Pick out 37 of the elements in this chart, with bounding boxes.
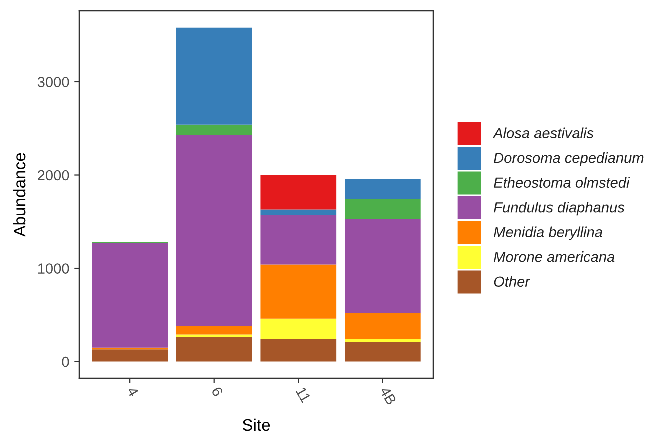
bar: [176, 28, 252, 125]
bar: [260, 264, 337, 319]
x-axis-title: Site: [242, 418, 270, 432]
y-tick-label: 1000: [38, 264, 70, 274]
legend-label: Menidia beryllina: [494, 226, 602, 240]
legend-label: Morone americana: [494, 252, 615, 262]
bar: [176, 135, 252, 326]
bar: [345, 178, 421, 200]
bar: [176, 124, 252, 136]
bar: [260, 215, 337, 265]
legend-label: Dorosoma cepedianum: [494, 152, 644, 166]
x-tick-label: 4: [126, 386, 140, 398]
y-axis-title: Abundance: [13, 153, 26, 237]
bar: [260, 210, 337, 216]
bar: [176, 326, 252, 335]
x-tick-label: 4B: [380, 386, 397, 406]
y-tick-label: 2000: [38, 170, 70, 181]
bar: [176, 338, 252, 362]
bar: [176, 334, 252, 338]
legend-label: Etheostoma olmstedi: [494, 177, 630, 188]
y-tick-label: 0: [62, 356, 70, 368]
bar: [260, 339, 337, 362]
bar: [345, 342, 421, 362]
bar: [260, 175, 337, 210]
y-tick-label: 3000: [38, 77, 70, 88]
bar: [345, 200, 421, 220]
bar: [345, 219, 421, 314]
bar: [260, 318, 337, 340]
legend-label: Other: [494, 276, 531, 288]
bar: [345, 313, 421, 340]
x-tick-label: 6: [211, 386, 224, 398]
legend-label: Fundulus diaphanus: [494, 202, 625, 216]
bar: [345, 339, 421, 342]
bar: [92, 350, 168, 362]
x-tick-label: 11: [296, 386, 312, 404]
legend-label: Alosa aestivalis: [492, 128, 594, 138]
bar: [92, 243, 168, 348]
